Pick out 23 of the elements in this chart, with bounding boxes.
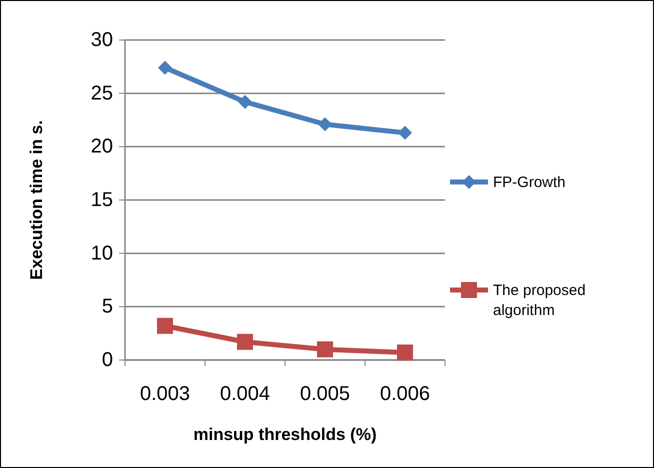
y-tick-label: 15 xyxy=(90,189,113,211)
legend-label: FP-Growth xyxy=(493,174,566,190)
y-tick-label: 10 xyxy=(90,242,113,264)
y-tick-label: 20 xyxy=(90,136,113,158)
point xyxy=(397,344,413,361)
point xyxy=(157,318,173,334)
y-tick-label: 25 xyxy=(90,82,113,104)
x-axis-title: minsup thresholds (%) xyxy=(193,425,377,444)
point xyxy=(237,334,253,350)
point xyxy=(318,117,332,132)
y-tick-label: 0 xyxy=(102,349,113,371)
point xyxy=(317,341,333,358)
point xyxy=(398,126,412,140)
x-tick-label: 0.004 xyxy=(220,383,270,405)
point xyxy=(158,60,172,75)
y-axis-title: Execution time in s. xyxy=(27,120,46,280)
y-tick-label: 5 xyxy=(102,296,113,318)
y-tick-label: 30 xyxy=(90,29,113,51)
x-tick-label: 0.005 xyxy=(300,383,350,405)
legend-label: The proposed algorithm xyxy=(493,282,586,318)
x-tick-label: 0.003 xyxy=(140,383,190,405)
point xyxy=(238,94,252,109)
x-tick-label: 0.006 xyxy=(380,383,430,405)
